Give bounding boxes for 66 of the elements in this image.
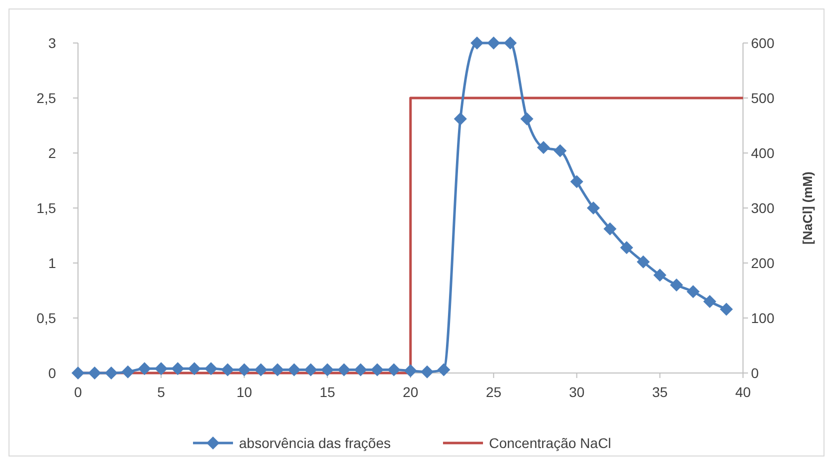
point [320,363,334,376]
point [121,365,134,378]
point [238,363,251,376]
point [104,366,118,380]
point [504,36,517,50]
point [653,268,666,282]
y-tick-label: 2 [48,144,56,161]
point [537,141,550,154]
y2-tick-label: 600 [751,34,775,51]
point [686,285,700,298]
point [520,112,534,126]
point [304,363,318,376]
point [454,112,467,126]
y2-tick-label: 400 [751,144,775,161]
y2-tick-label: 200 [751,254,775,271]
point [570,175,584,188]
x-tick-label: 20 [402,384,418,400]
point [420,365,434,378]
legend-label: absorvência das frações [239,434,391,451]
point [487,36,500,50]
point [404,364,417,378]
x-tick-label: 0 [74,384,82,400]
y-tick-label: 3 [48,34,56,51]
y-tick-label: 2,5 [36,90,56,106]
point [437,363,450,376]
point [720,302,733,316]
y2-axis-title: [NaCl] (mM) [800,172,815,244]
point [338,363,350,376]
y2-tick-label: 100 [751,310,775,326]
x-tick-label: 15 [320,384,336,400]
y2-tick-label: 0 [751,364,759,381]
y-tick-label: 1 [48,254,56,271]
point [88,366,102,380]
x-tick-label: 5 [157,384,166,400]
x-tick-label: 25 [486,384,502,400]
point [604,222,616,236]
y-tick-label: 0 [48,364,56,381]
legend-label: Concentração NaCl [489,434,612,451]
point [703,295,716,308]
point [154,362,168,376]
point [354,363,368,376]
point [271,363,284,376]
point [72,366,84,380]
point [221,363,234,376]
y-tick-label: 0,5 [36,310,56,326]
point [387,363,400,376]
point [204,362,218,376]
point [171,362,184,376]
point [620,241,634,254]
point [470,36,484,50]
point [138,362,151,376]
point [636,255,650,268]
y2-tick-label: 500 [751,90,775,106]
point [254,363,268,376]
point [188,362,201,376]
point [670,278,683,292]
point [554,144,567,158]
point [586,202,600,214]
x-tick-label: 10 [236,384,252,400]
x-tick-label: 40 [735,384,751,400]
x-tick-label: 30 [568,384,585,400]
y-tick-label: 1,5 [36,200,56,216]
x-tick-label: 35 [652,384,668,400]
y2-tick-label: 300 [751,200,775,216]
point [288,363,301,376]
point [370,363,384,376]
